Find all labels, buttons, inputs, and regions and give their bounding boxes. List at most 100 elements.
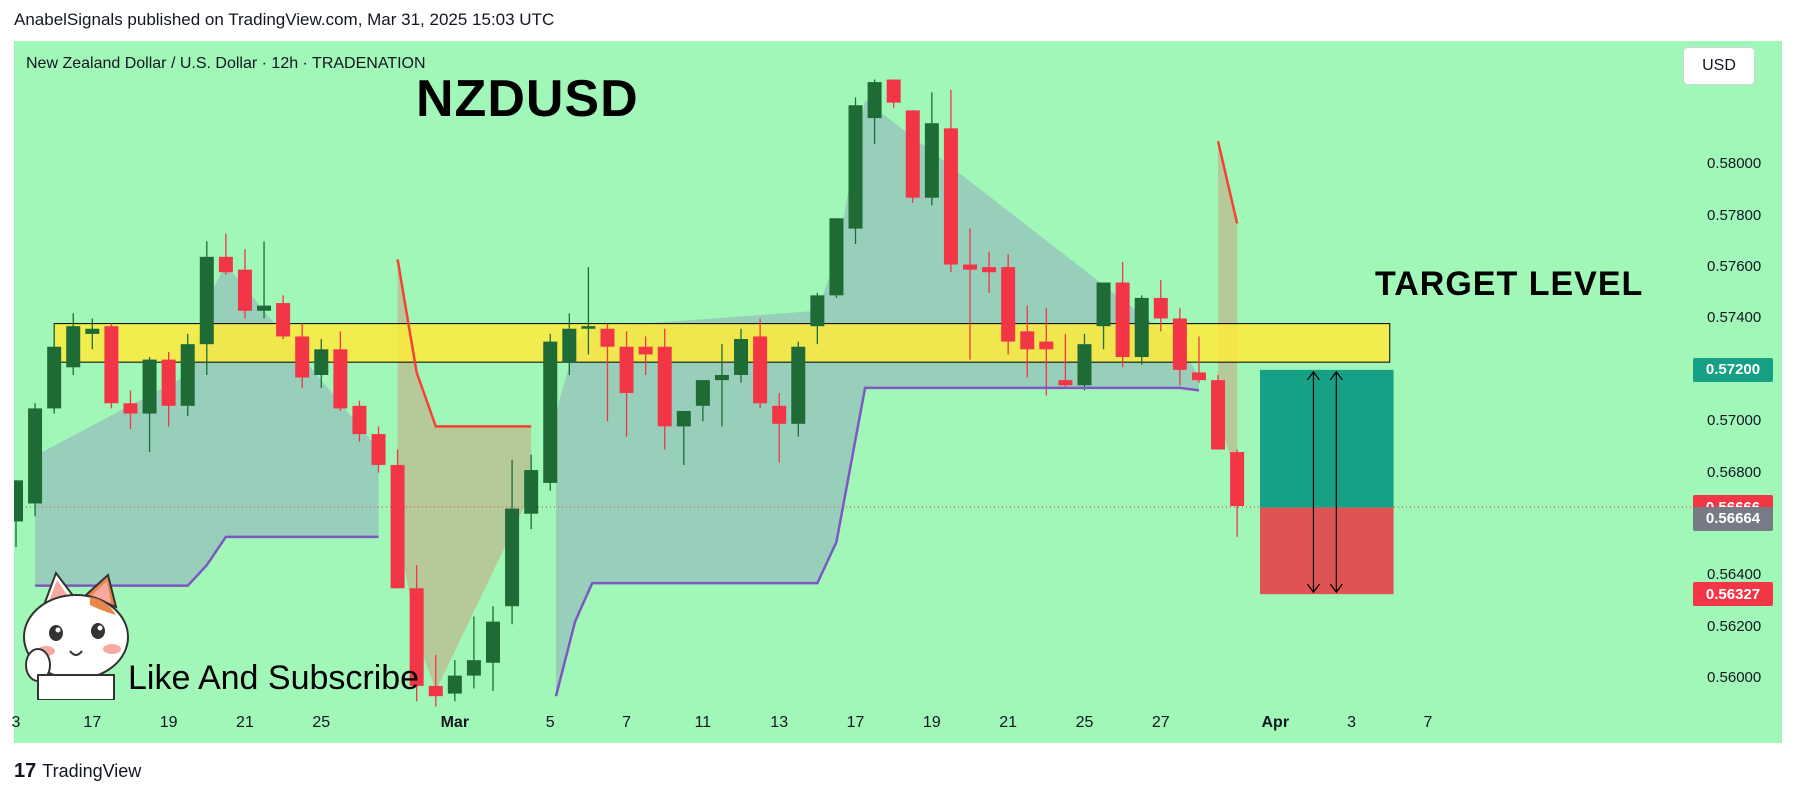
candle: [333, 349, 348, 409]
x-tick-label: Apr: [1261, 714, 1290, 731]
candle: [562, 328, 577, 363]
supertrend-down-fill: [397, 259, 532, 692]
candle: [867, 82, 882, 119]
footer-brand[interactable]: TradingView: [42, 761, 142, 781]
y-tick-label: 0.56400: [1707, 566, 1762, 584]
candle: [104, 326, 119, 404]
candle: [428, 685, 443, 697]
candle: [276, 303, 291, 337]
candle: [352, 405, 367, 435]
supertrend-down-line: [396, 259, 532, 428]
price-label: 0.56327: [1693, 582, 1773, 607]
price-axis[interactable]: [1697, 41, 1782, 743]
candle: [714, 375, 729, 381]
candle: [1172, 318, 1187, 370]
x-tick-label: 3: [11, 714, 21, 731]
candle: [924, 123, 939, 198]
candle: [734, 339, 749, 375]
x-tick-label: 27: [1151, 714, 1170, 731]
price-label: 0.56664: [1693, 506, 1773, 531]
candle: [371, 434, 386, 465]
price-chart[interactable]: [14, 41, 1697, 709]
price-label: 0.57200: [1693, 357, 1773, 382]
position-target-box: [1260, 369, 1394, 508]
candle: [161, 359, 176, 406]
x-tick-label: Mar: [440, 714, 470, 731]
supertrend-up-fill: [555, 100, 1199, 697]
y-tick-label: 0.56800: [1707, 463, 1762, 481]
x-tick-label: 11: [694, 714, 712, 731]
candle: [600, 328, 615, 347]
x-tick-label: 5: [545, 714, 555, 731]
candle: [142, 359, 157, 414]
candle: [1096, 282, 1111, 327]
candle: [1001, 267, 1016, 342]
x-tick-label: 25: [1075, 714, 1094, 731]
candle: [85, 328, 100, 334]
candle: [237, 269, 252, 311]
plot-area[interactable]: New Zealand Dollar / U.S. Dollar · 12h ·…: [14, 41, 1697, 709]
chart-panel[interactable]: New Zealand Dollar / U.S. Dollar · 12h ·…: [14, 41, 1782, 743]
measure-arrow-head: [1306, 370, 1320, 381]
y-tick-label: 0.58000: [1707, 155, 1762, 173]
candle: [1134, 297, 1149, 358]
footer: 17 TradingView: [14, 760, 141, 783]
candle: [1077, 344, 1092, 386]
candle: [505, 508, 520, 607]
supertrend-up-line: [35, 535, 379, 587]
candle: [409, 588, 424, 686]
candle: [180, 344, 195, 406]
candle: [1191, 372, 1206, 381]
measure-arrow-head: [1329, 370, 1343, 381]
candle: [695, 380, 710, 406]
x-tick-label: 19: [159, 714, 178, 731]
candle: [295, 336, 310, 378]
cat-mascot-icon: [23, 570, 129, 700]
candle: [753, 336, 768, 404]
x-tick-label: 17: [83, 714, 102, 731]
candle: [943, 128, 958, 265]
position-stop-box: [1260, 507, 1394, 595]
supertrend-down-line: [1216, 140, 1239, 224]
y-tick-label: 0.56000: [1707, 669, 1762, 687]
candle: [1039, 341, 1054, 350]
candle: [199, 256, 214, 345]
candle: [982, 267, 997, 273]
x-tick-label: 7: [622, 714, 631, 731]
candle: [581, 326, 596, 329]
currency-button[interactable]: USD: [1683, 47, 1755, 85]
x-tick-label: 7: [1423, 714, 1433, 731]
x-tick-label: 19: [922, 714, 941, 731]
candle: [638, 346, 653, 355]
candle: [1115, 282, 1130, 358]
candle: [218, 256, 233, 273]
candle: [772, 405, 787, 424]
x-tick-label: 25: [312, 714, 331, 731]
candle: [466, 660, 481, 676]
candle: [123, 403, 138, 414]
x-tick-label: 13: [770, 714, 789, 731]
candle: [1020, 331, 1035, 350]
y-tick-label: 0.57600: [1707, 258, 1762, 276]
subscribe-caption: Like And Subscribe: [128, 659, 420, 697]
candle: [1230, 452, 1245, 507]
candle: [1211, 380, 1226, 450]
x-tick-label: 17: [846, 714, 865, 731]
measure-arrow-head: [1329, 583, 1343, 594]
candle: [676, 410, 691, 427]
candle: [1058, 380, 1073, 386]
candle: [524, 470, 539, 514]
candle: [810, 295, 825, 327]
x-tick-label: 21: [999, 714, 1018, 731]
candle: [390, 464, 405, 589]
chart-title: NZDUSD: [416, 70, 639, 128]
measure-arrow-head: [1306, 583, 1320, 594]
supertrend-up-fill: [35, 264, 379, 586]
y-tick-label: 0.57000: [1707, 412, 1762, 430]
candle: [257, 305, 272, 311]
candle: [619, 346, 634, 393]
candle: [14, 480, 23, 522]
candle: [657, 346, 672, 427]
candle: [447, 675, 462, 694]
candle: [28, 408, 43, 504]
